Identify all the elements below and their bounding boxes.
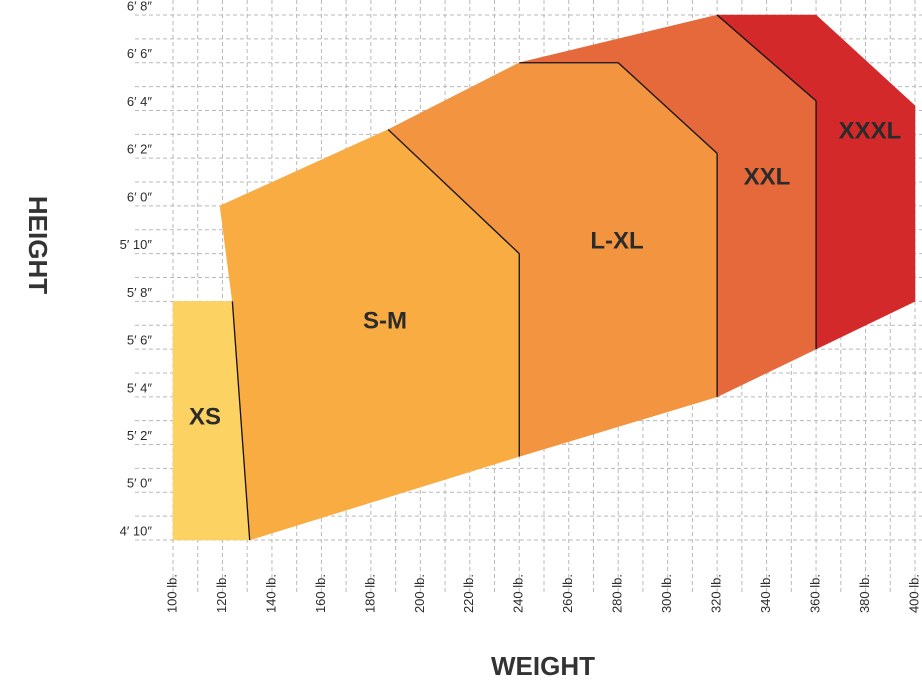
y-tick-label: 4′ 10″ [120, 523, 153, 538]
y-axis-title: HEIGHT [23, 196, 53, 294]
x-tick-label: 320 lb. [709, 574, 724, 613]
x-tick-label: 380 lb. [857, 574, 872, 613]
region-label: L-XL [590, 227, 643, 254]
x-tick-label: 200 lb. [412, 574, 427, 613]
y-tick-label: 5′ 4″ [127, 380, 153, 395]
y-tick-label: 6′ 6″ [127, 46, 153, 61]
y-tick-label: 5′ 6″ [127, 333, 153, 348]
region-edges [231, 14, 817, 541]
region-boundary [387, 129, 520, 255]
regions [172, 14, 916, 541]
y-tick-label: 5′ 8″ [127, 285, 153, 300]
y-tick-label: 6′ 4″ [127, 94, 153, 109]
labels: 4′ 10″ 5′ 0″ 5′ 2″ 5′ 4″ 5′ 6″ 5′ 8″ 5′ 10″ 6′ … [120, 0, 922, 613]
y-tick-label: 5′ 0″ [127, 476, 153, 491]
x-tick-label: 140 lb. [263, 574, 278, 613]
y-tick-label: 6′ 8″ [127, 0, 153, 13]
y-tick-label: 5′ 2″ [127, 428, 153, 443]
y-tick-label: 5′ 10″ [120, 237, 153, 252]
x-tick-label: 360 lb. [808, 574, 823, 613]
x-tick-label: 220 lb. [461, 574, 476, 613]
x-tick-label: 340 lb. [758, 574, 773, 613]
x-tick-label: 260 lb. [560, 574, 575, 613]
x-tick-label: 280 lb. [610, 574, 625, 613]
region-label: XS [189, 403, 221, 430]
y-tick-label: 6′ 2″ [127, 142, 153, 157]
region-label: XXL [744, 163, 791, 190]
x-axis-title: WEIGHT [491, 651, 595, 681]
region-label: S-M [363, 307, 407, 334]
x-tick-label: 120 lb. [214, 574, 229, 613]
x-tick-label: 300 lb. [659, 574, 674, 613]
x-tick-label: 240 lb. [511, 574, 526, 613]
region-boundary [231, 301, 251, 541]
x-tick-label: 160 lb. [313, 574, 328, 613]
y-tick-label: 6′ 0″ [127, 189, 153, 204]
x-tick-label: 400 lb. [906, 574, 921, 613]
region-label: XXXL [839, 117, 902, 144]
region-boundary [617, 62, 718, 154]
region-boundary [716, 14, 817, 102]
x-tick-label: 100 lb. [164, 574, 179, 613]
x-tick-label: 180 lb. [362, 574, 377, 613]
